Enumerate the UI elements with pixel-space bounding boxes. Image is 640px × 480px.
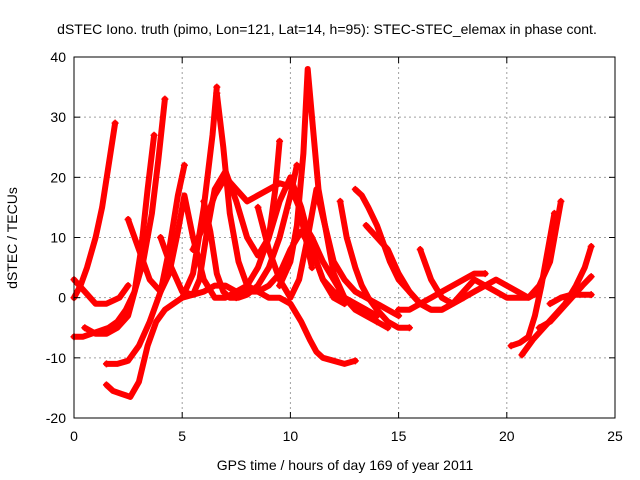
- series-arc1: [71, 276, 132, 307]
- series-arc6-marker: [102, 381, 110, 389]
- series-arc25-marker: [546, 300, 554, 308]
- series-arc20-marker: [395, 306, 403, 314]
- series-arc19-marker: [362, 221, 370, 229]
- series-arc21-marker: [557, 197, 565, 205]
- series-arc22: [508, 210, 558, 349]
- series-arc5-marker: [180, 161, 188, 169]
- y-tick-label: 30: [50, 109, 66, 125]
- series-arc17-marker: [405, 324, 413, 332]
- series-arc13-marker: [232, 294, 240, 302]
- series-arc16-marker: [297, 215, 305, 223]
- series-arc24-marker: [587, 273, 595, 281]
- series-arc18-marker: [351, 185, 359, 193]
- series-arc25-marker: [587, 291, 595, 299]
- y-tick-label: -10: [46, 350, 66, 366]
- series-arc6: [103, 84, 220, 400]
- y-tick-label: 20: [50, 169, 66, 185]
- series-arc4-marker: [81, 324, 89, 332]
- series-arc3: [71, 96, 168, 340]
- x-axis-title: GPS time / hours of day 169 of year 2011: [217, 457, 474, 473]
- series-arc20: [395, 270, 489, 313]
- series-arc9-marker: [178, 294, 186, 302]
- series-arc16-marker: [384, 324, 392, 332]
- series-arc15: [276, 66, 380, 325]
- series-arc21-marker: [416, 246, 424, 254]
- series-arc23-marker: [587, 243, 595, 251]
- series-arc11-marker: [293, 161, 301, 169]
- data-series: [70, 66, 595, 400]
- series-arc1-marker: [124, 282, 132, 290]
- series-arc24-marker: [535, 324, 543, 332]
- series-arc14-marker: [254, 203, 262, 211]
- series-arc16: [298, 216, 391, 331]
- series-arc22-marker: [507, 342, 515, 350]
- series-arc8-marker: [276, 137, 284, 145]
- x-tick-label: 0: [70, 428, 78, 444]
- y-tick-label: 10: [50, 230, 66, 246]
- y-tick-label: 0: [58, 290, 66, 306]
- series-arc17-marker: [336, 197, 344, 205]
- series-arc7-marker: [124, 215, 132, 223]
- series-arc4: [81, 132, 158, 337]
- series-arc20-marker: [481, 270, 489, 278]
- series-arc2-marker: [111, 119, 119, 127]
- series-arc5-marker: [102, 360, 110, 368]
- series-arc8-marker: [157, 234, 165, 241]
- series-arc10-marker: [308, 264, 316, 272]
- series-arc2: [71, 120, 119, 301]
- series-arc11: [200, 162, 300, 301]
- chart-title: dSTEC Iono. truth (pimo, Lon=121, Lat=14…: [57, 21, 597, 37]
- series-arc5: [103, 162, 188, 367]
- series-arc22-marker: [550, 209, 558, 217]
- series-arc9: [179, 282, 359, 367]
- y-tick-label: -20: [46, 410, 66, 426]
- x-tick-label: 5: [178, 428, 186, 444]
- series-arc25: [547, 291, 595, 307]
- series-arc6-marker: [213, 83, 221, 91]
- series-arc14-marker: [395, 312, 403, 320]
- series-arc3-marker: [161, 95, 169, 103]
- x-tick-label: 15: [391, 428, 407, 444]
- series-arc15-marker: [276, 282, 284, 290]
- x-tick-label: 25: [607, 428, 623, 444]
- x-tick-label: 10: [283, 428, 299, 444]
- axis-ticks: 0 5 10 15 20 25 -20 -10 0 10 20 30 40: [46, 49, 623, 444]
- series-arc23-marker: [518, 351, 526, 359]
- y-axis-title: dSTEC / TECUs: [4, 187, 20, 289]
- series-arc24: [536, 273, 595, 331]
- series-arc10-marker: [189, 246, 197, 254]
- series-arc12-marker: [213, 89, 221, 97]
- y-tick-label: 40: [50, 49, 66, 65]
- series-arc4-marker: [150, 131, 158, 139]
- x-tick-label: 20: [499, 428, 515, 444]
- series-arc9-marker: [351, 357, 359, 365]
- series-arc21: [417, 198, 564, 307]
- series-arc11-marker: [200, 197, 208, 205]
- series-arc17: [337, 198, 413, 331]
